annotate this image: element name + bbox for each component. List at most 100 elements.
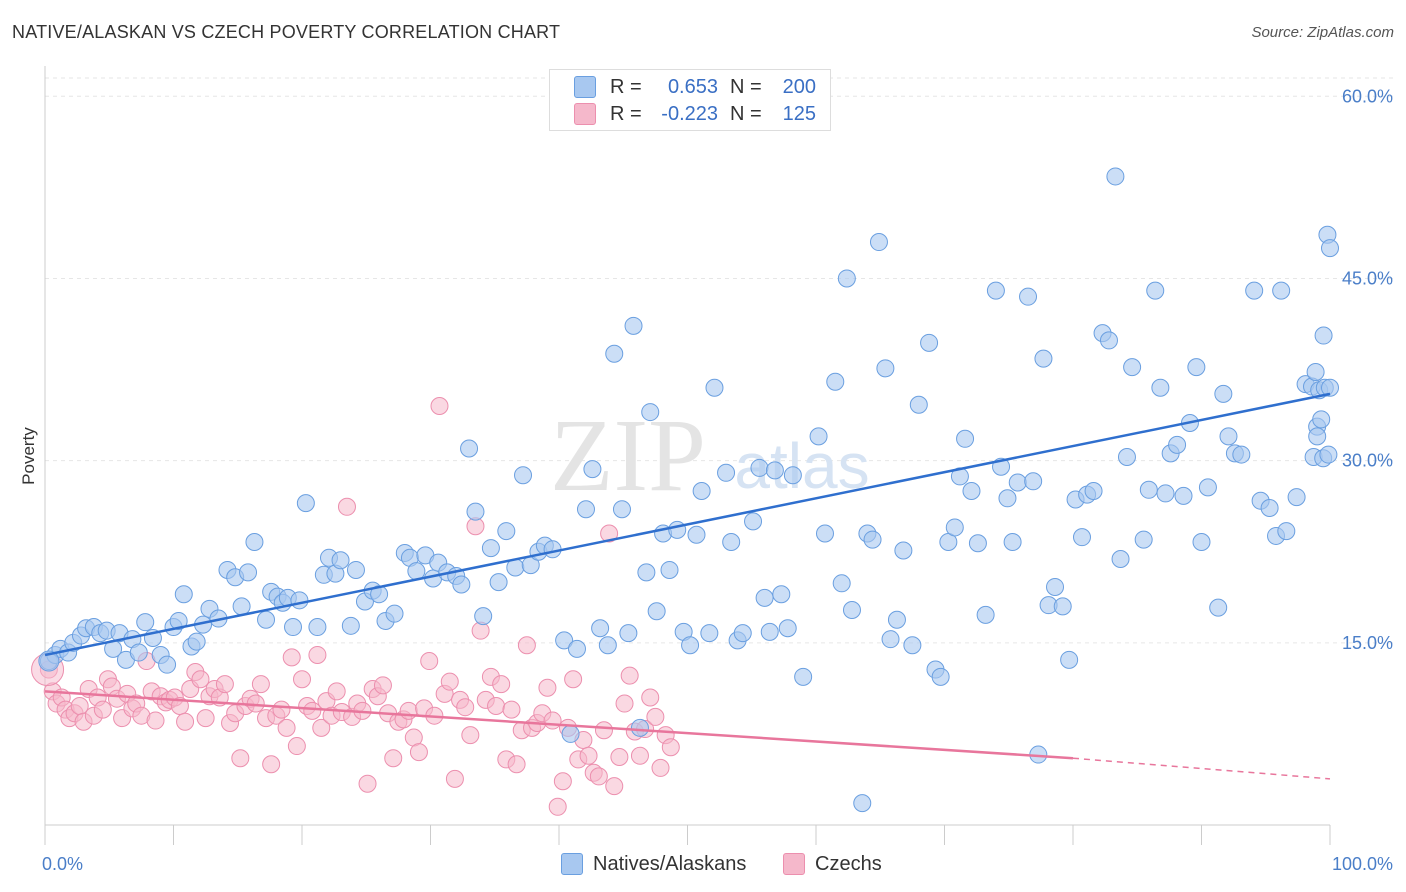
czechs-point (282, 648, 301, 667)
czechs-point (308, 645, 327, 664)
czechs-point (420, 652, 439, 671)
czechs-point (620, 666, 639, 685)
natives-point (1008, 473, 1027, 492)
axes (44, 66, 1331, 845)
natives-point (583, 460, 602, 479)
natives-point (257, 610, 276, 629)
czechs-point (251, 675, 270, 694)
natives-point (514, 466, 533, 485)
natives-point (169, 611, 188, 630)
czechs-point (277, 718, 296, 737)
czechs-trend-line (44, 690, 1074, 760)
czechs-point (456, 698, 475, 717)
natives-point (853, 794, 872, 813)
natives-point (1034, 349, 1053, 368)
natives-point (489, 573, 508, 592)
legend-row-natives: R = 0.653 N = 200 (574, 75, 816, 99)
natives-point (778, 619, 797, 638)
natives-point (1146, 281, 1165, 300)
legend-r-label: R = (610, 75, 642, 98)
legend-item-natives[interactable]: Natives/Alaskans (561, 851, 746, 877)
legend-n-label: N = (730, 102, 762, 125)
natives-point (630, 718, 649, 737)
axis-labels: 15.0% 30.0% 45.0% 60.0% 0.0% 100.0% (42, 86, 1393, 874)
natives-point (1198, 478, 1217, 497)
natives-point (1060, 650, 1079, 669)
natives-point (832, 574, 851, 593)
natives-point (647, 602, 666, 621)
natives-point (1214, 384, 1233, 403)
legend-item-czechs[interactable]: Czechs (783, 851, 882, 877)
natives-point (591, 619, 610, 638)
natives-point (1139, 480, 1158, 499)
natives-point (232, 597, 251, 616)
correlation-legend: R = 0.653 N = 200 R = -0.223 N = 125 (549, 69, 831, 131)
czechs-point (262, 755, 281, 774)
natives-point (962, 482, 981, 501)
natives-point (956, 429, 975, 448)
natives-point (370, 585, 389, 604)
natives-point (945, 518, 964, 537)
watermark-zip: ZIP (550, 398, 706, 513)
natives-point (1232, 445, 1251, 464)
czechs-point (553, 772, 572, 791)
natives-point (158, 655, 177, 674)
natives-point (1245, 281, 1264, 300)
natives-point (641, 403, 660, 422)
legend-label-czechs: Czechs (815, 852, 882, 875)
natives-point (837, 269, 856, 288)
legend-n-value: 200 (782, 75, 816, 98)
czechs-point (312, 718, 331, 737)
natives-point (1003, 533, 1022, 552)
natives-point (452, 575, 471, 594)
y-axis-label: Poverty (19, 427, 38, 485)
chart-title: NATIVE/ALASKAN VS CZECH POVERTY CORRELAT… (12, 22, 561, 42)
czechs-point (492, 675, 511, 694)
czechs-point (303, 701, 322, 720)
natives-point (460, 439, 479, 458)
natives-point (612, 500, 631, 519)
natives-points (38, 167, 1339, 813)
czechs-point (548, 797, 567, 816)
natives-point (794, 667, 813, 686)
czechs-point (605, 777, 624, 796)
natives-point (497, 522, 516, 541)
czechs-point (409, 743, 428, 762)
natives-point (1099, 331, 1118, 350)
legend-r-value: 0.653 (667, 75, 718, 98)
natives-point (1117, 448, 1136, 467)
natives-point (1134, 530, 1153, 549)
natives-point (474, 607, 493, 626)
czechs-point (487, 696, 506, 715)
natives-point (717, 463, 736, 482)
natives-point (341, 616, 360, 635)
natives-point (920, 333, 939, 352)
natives-point (239, 563, 258, 582)
czechs-point (384, 749, 403, 768)
legend-swatch-natives (561, 853, 583, 875)
natives-point (605, 344, 624, 363)
czechs-point (661, 738, 680, 757)
legend-r-label: R = (610, 102, 642, 125)
y-tick-label: 60.0% (1342, 86, 1393, 106)
natives-point (38, 650, 60, 672)
natives-point (909, 395, 928, 414)
czechs-point (196, 709, 215, 728)
natives-trend-line (44, 392, 1331, 657)
natives-point (555, 631, 574, 650)
natives-point (1046, 577, 1065, 596)
natives-point (826, 372, 845, 391)
natives-point (1084, 482, 1103, 501)
y-tick-label: 30.0% (1342, 451, 1393, 471)
czechs-point (507, 755, 526, 774)
natives-point (331, 551, 350, 570)
czechs-point (373, 676, 392, 695)
natives-point (1168, 435, 1187, 454)
natives-point (815, 524, 834, 543)
natives-point (1019, 287, 1038, 306)
czechs-point (399, 701, 418, 720)
natives-point (308, 618, 327, 637)
natives-point (346, 560, 365, 579)
natives-point (1308, 427, 1327, 446)
natives-point (1287, 488, 1306, 507)
